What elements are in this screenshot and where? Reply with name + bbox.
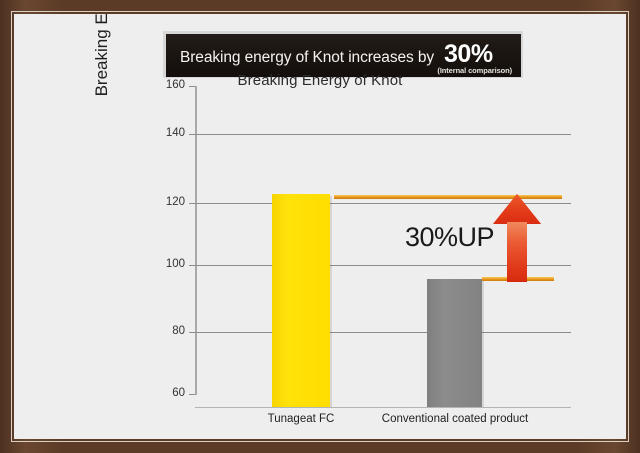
y-tick-label-80: 80 xyxy=(172,325,185,337)
headline-banner: Breaking energy of Knot increases by 30%… xyxy=(166,34,521,77)
y-tick-label-120: 120 xyxy=(165,196,185,208)
y-tick-label-60: 60 xyxy=(172,387,185,399)
y-tick-label-100: 100 xyxy=(165,258,185,270)
y-tick-160 xyxy=(189,86,195,87)
gridline-100 xyxy=(195,265,571,266)
y-tick-120 xyxy=(189,203,195,204)
frame-inner-border xyxy=(11,11,629,442)
bar-shadow-tunageat xyxy=(330,196,332,408)
y-tick-label-160: 160 xyxy=(165,79,185,91)
bar-tunageat-fc xyxy=(272,194,330,408)
y-tick-60 xyxy=(189,394,195,395)
y-tick-100 xyxy=(189,265,195,266)
y-axis-line xyxy=(195,86,197,395)
plot-area: 160 140 120 100 80 60 xyxy=(166,74,571,414)
x-axis-line xyxy=(195,407,571,408)
gridline-80 xyxy=(195,332,571,333)
gridline-140 xyxy=(195,134,571,135)
banner-percent: 30% xyxy=(444,40,493,68)
reference-line-upper xyxy=(334,195,562,199)
category-label-tunageat-fc: Tunageat FC xyxy=(267,413,335,425)
y-tick-label-140: 140 xyxy=(165,127,185,139)
bar-shadow-conventional xyxy=(482,281,484,408)
chart-canvas: Breaking energy of Knot increases by 30%… xyxy=(14,14,626,439)
category-label-conventional: Conventional coated product xyxy=(381,413,529,425)
banner-subnote: (Internal comparison) xyxy=(437,66,512,75)
y-tick-140 xyxy=(189,134,195,135)
gridline-120 xyxy=(195,203,571,204)
y-tick-80 xyxy=(189,332,195,333)
y-axis-title: Breaking Energy (%) xyxy=(92,14,111,97)
arrow-stem xyxy=(507,222,527,282)
banner-text: Breaking energy of Knot increases by xyxy=(180,49,435,66)
chart-title: Breaking Energy of Knot xyxy=(237,72,403,89)
banner-line: Breaking energy of Knot increases by 30% xyxy=(180,40,493,69)
increase-arrow-icon xyxy=(493,194,541,282)
bar-conventional-coated-product xyxy=(427,279,482,408)
increase-callout-label: 30%UP xyxy=(405,222,495,252)
